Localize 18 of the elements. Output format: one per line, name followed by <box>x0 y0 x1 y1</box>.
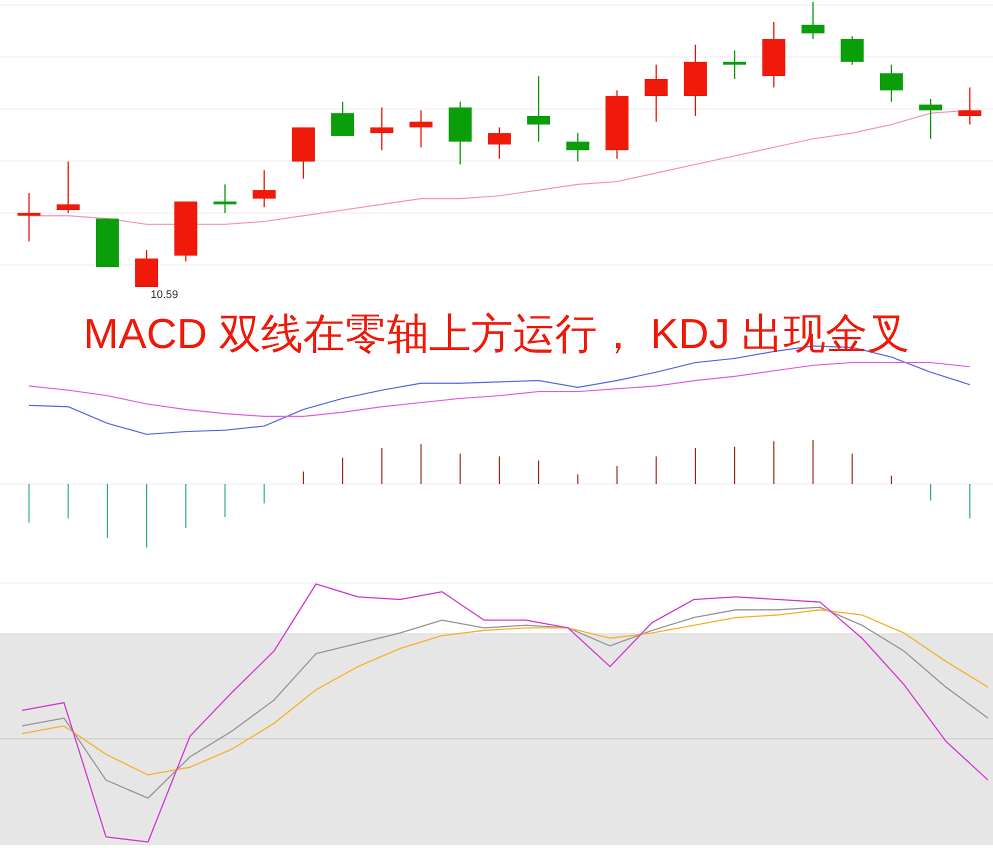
candlestick <box>370 106 394 151</box>
candlestick <box>566 132 590 162</box>
candlestick <box>56 160 80 214</box>
candlestick <box>214 184 236 214</box>
chart-title: MACD 双线在零轴上方运行， KDJ 出现金叉 <box>83 310 910 357</box>
candlestick <box>880 64 903 102</box>
text: 10.59 <box>150 289 178 301</box>
candlestick <box>18 192 40 242</box>
candlestick <box>958 86 982 126</box>
candlestick <box>919 98 942 140</box>
candlestick <box>802 1 824 40</box>
candlestick <box>644 64 668 122</box>
candlestick <box>331 101 354 137</box>
candlestick <box>410 110 432 148</box>
candlestick <box>488 126 511 160</box>
candlestick <box>252 170 276 208</box>
candlestick <box>840 36 864 66</box>
candlestick <box>527 75 550 142</box>
